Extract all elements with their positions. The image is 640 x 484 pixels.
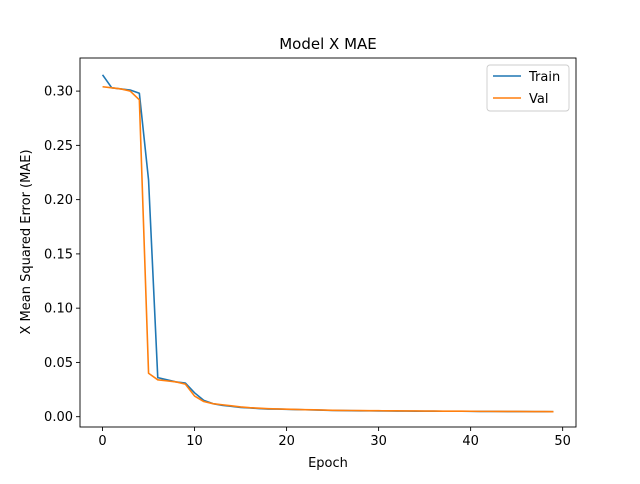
y-axis-label: X Mean Squared Error (MAE): [19, 149, 34, 334]
x-axis-label: Epoch: [308, 456, 348, 471]
series-line-val: [102, 85, 554, 413]
x-tick-label: 20: [278, 434, 295, 449]
x-tick-label: 50: [554, 434, 571, 449]
plot-area: 0 10 20 30 40 50 0.00 0.05 0.10 0.15 0.20 0.25 0.30 T…: [44, 57, 577, 449]
y-tick-label: 0.15: [44, 247, 73, 262]
x-tick-label: 40: [462, 434, 479, 449]
x-tick-label: 10: [186, 434, 203, 449]
y-tick-label: 0.05: [44, 356, 73, 371]
y-tick-label: 0.30: [44, 85, 73, 100]
chart-title: Model X MAE: [279, 35, 377, 53]
x-tick-label: 0: [98, 434, 106, 449]
legend-label-train: Train: [528, 70, 560, 85]
axes-frame: [79, 57, 577, 428]
x-tick-label: 30: [370, 434, 387, 449]
y-tick-label: 0.00: [44, 410, 73, 425]
y-tick-label: 0.20: [44, 193, 73, 208]
y-tick-label: 0.10: [44, 302, 73, 317]
legend-label-val: Val: [529, 92, 548, 107]
y-tick-label: 0.25: [44, 139, 73, 154]
